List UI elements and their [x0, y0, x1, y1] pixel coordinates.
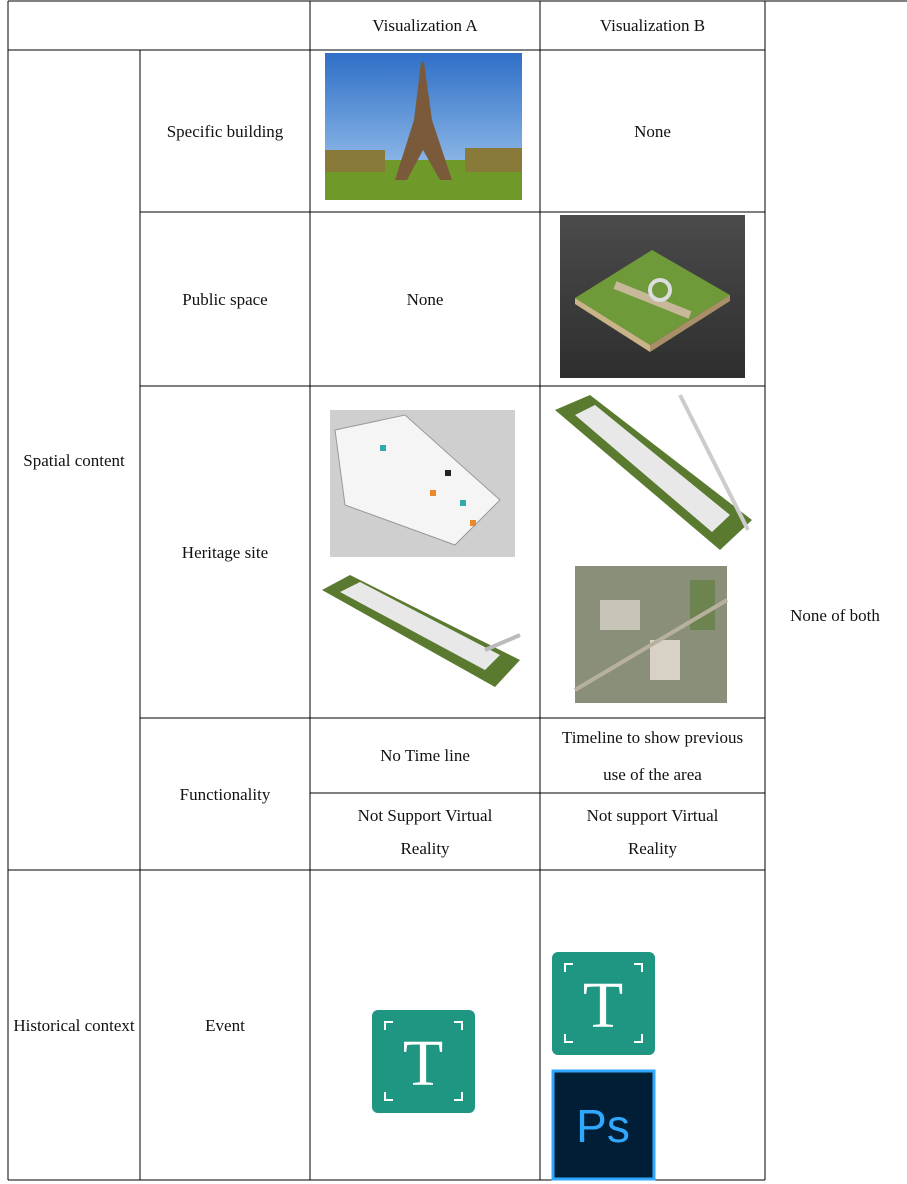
cell-text: Not Support Virtual Reality [357, 805, 493, 858]
cell-text: None [406, 289, 444, 309]
heritage-3d-b [555, 394, 752, 550]
group-label: Spatial content [23, 450, 125, 470]
row-label: Event [205, 1015, 245, 1035]
public-space-render [560, 215, 745, 378]
icon-glyph: Ps [576, 1100, 630, 1152]
group-label: Historical context [13, 1015, 135, 1035]
row-label: Heritage site [181, 542, 269, 562]
row-label: Specific building [166, 121, 284, 141]
heritage-map [330, 410, 515, 557]
cell-text: Timeline to show previous use of the are… [561, 727, 744, 784]
header-cell: Visualization B [599, 16, 706, 35]
typora-icon-a: T [372, 1010, 475, 1113]
typora-icon-b: T [552, 952, 655, 1055]
icon-glyph: T [403, 1027, 443, 1100]
side-note: None of both [790, 605, 880, 625]
eiffel-photo [325, 53, 522, 200]
aerial-photo [573, 566, 729, 703]
header-cell: Visualization A [372, 16, 478, 35]
cell-text: No Time line [380, 746, 470, 765]
heritage-3d-a [322, 575, 521, 687]
row-label: Functionality [179, 784, 271, 804]
photoshop-icon: Ps [551, 1069, 656, 1181]
cell-text: None [634, 121, 671, 141]
row-label: Public space [182, 289, 268, 309]
icon-glyph: T [583, 969, 623, 1042]
cell-text: Not support Virtual Reality [586, 805, 719, 858]
